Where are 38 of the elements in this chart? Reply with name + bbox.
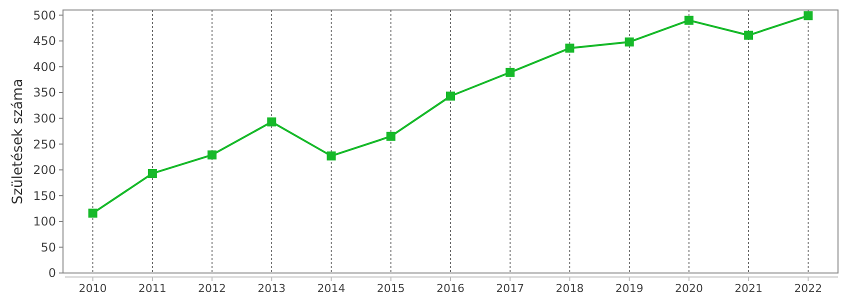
point: [506, 68, 515, 77]
y-tick-label: 350: [33, 86, 56, 100]
x-tick-label: 2018: [556, 282, 584, 295]
point: [446, 92, 455, 101]
y-tick-label: 500: [33, 8, 56, 22]
x-tick-label: 2012: [198, 282, 226, 295]
point: [744, 30, 754, 40]
y-tick-label: 200: [33, 163, 56, 178]
y-axis-title: Születések száma: [10, 78, 26, 204]
point: [804, 11, 813, 20]
x-tick-label: 2019: [615, 282, 644, 295]
x-tick-label: 2013: [258, 282, 286, 295]
x-tick-label: 2017: [496, 282, 524, 295]
point: [624, 37, 634, 46]
x-tick-label: 2010: [78, 282, 107, 295]
y-tick-label: 400: [33, 60, 56, 74]
x-tick-label: 2014: [317, 282, 346, 295]
point: [208, 150, 217, 160]
point: [684, 16, 694, 25]
x-tick-label: 2020: [674, 282, 703, 295]
point: [326, 151, 336, 160]
point: [565, 44, 574, 53]
y-tick-label: 150: [33, 188, 56, 203]
point: [148, 168, 157, 178]
y-tick-label: 250: [33, 137, 56, 152]
y-tick-label: 450: [33, 34, 56, 48]
x-tick-label: 2022: [794, 282, 822, 295]
point: [386, 132, 396, 141]
y-tick-label: 300: [33, 111, 56, 126]
point: [88, 208, 98, 218]
y-tick-label: 100: [33, 214, 56, 229]
x-tick-label: 2016: [436, 282, 464, 295]
x-tick-label: 2021: [734, 282, 763, 295]
x-tick-label: 2015: [376, 282, 405, 295]
y-tick-label: 0: [48, 266, 56, 280]
point: [267, 117, 276, 126]
x-tick-label: 2011: [138, 282, 166, 295]
y-tick-label: 50: [40, 240, 56, 254]
